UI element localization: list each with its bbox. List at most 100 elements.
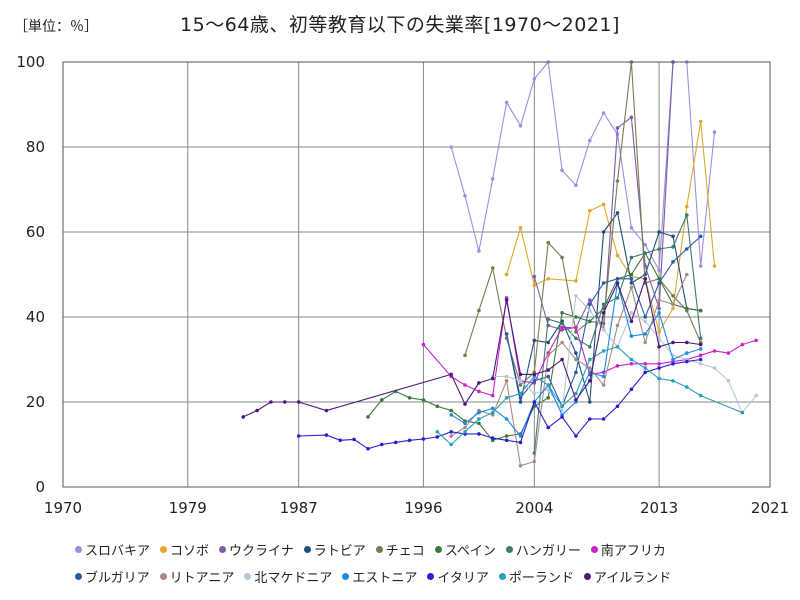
data-point xyxy=(657,230,661,234)
data-point xyxy=(615,296,620,300)
data-point xyxy=(560,415,564,419)
data-point xyxy=(532,372,537,377)
data-point xyxy=(685,213,689,217)
series-12 xyxy=(296,357,703,451)
data-point xyxy=(601,202,606,207)
series-2 xyxy=(532,60,675,332)
data-point xyxy=(490,406,495,411)
data-point xyxy=(477,381,481,385)
legend-item: ポーランド xyxy=(498,567,574,586)
legend-marker xyxy=(219,546,227,553)
data-point xyxy=(601,311,606,315)
data-point xyxy=(601,302,606,307)
legend-marker xyxy=(434,546,442,553)
series-line xyxy=(242,276,701,418)
plot-frame xyxy=(62,61,771,488)
legend-item: コソボ xyxy=(160,540,209,559)
legend-item: ブルガリア xyxy=(75,567,150,586)
data-point xyxy=(601,417,606,421)
legend-item: ハンガリー xyxy=(505,540,581,559)
data-point xyxy=(255,408,259,413)
data-point xyxy=(685,204,689,209)
data-point xyxy=(463,194,467,198)
data-point xyxy=(532,379,537,383)
data-point xyxy=(518,396,523,400)
data-point xyxy=(629,272,634,277)
data-point xyxy=(560,255,564,260)
y-tick-label: 0 xyxy=(35,478,45,496)
data-point xyxy=(560,321,564,326)
data-point xyxy=(518,372,523,377)
data-point xyxy=(490,410,495,415)
line-chart: 1970 1979 1987 1996 2004 2013 2021 0 20 40 60 80 100 xyxy=(16,53,789,517)
x-tick-label: 2004 xyxy=(515,499,553,517)
data-point xyxy=(671,306,675,311)
x-tick-label: 2021 xyxy=(751,499,789,517)
data-point xyxy=(477,410,481,415)
legend-marker xyxy=(342,573,350,580)
data-point xyxy=(518,464,523,468)
data-point xyxy=(601,111,606,115)
legend-marker xyxy=(244,573,252,580)
data-point xyxy=(754,393,758,398)
series-line xyxy=(450,60,716,273)
legend-label: アイルランド xyxy=(593,571,672,586)
unit-label: ［単位：％］ xyxy=(14,19,98,35)
legend-marker xyxy=(303,546,311,553)
data-point xyxy=(671,260,675,264)
legend-item: チェコ xyxy=(375,540,425,559)
data-point xyxy=(560,168,564,173)
data-point xyxy=(671,245,675,249)
data-point xyxy=(588,379,592,383)
data-point xyxy=(380,442,384,447)
legend-label: チェコ xyxy=(385,544,425,559)
data-point xyxy=(601,349,606,353)
data-point xyxy=(574,370,578,375)
data-point xyxy=(643,243,647,247)
data-point xyxy=(588,366,592,370)
data-point xyxy=(518,440,523,445)
data-point xyxy=(477,432,481,436)
data-point xyxy=(546,240,550,245)
data-point xyxy=(615,179,620,183)
legend-marker xyxy=(590,546,598,553)
data-point xyxy=(463,421,467,426)
data-point xyxy=(477,421,481,426)
data-point xyxy=(726,351,731,355)
data-point xyxy=(463,430,467,434)
data-point xyxy=(574,336,578,341)
data-point xyxy=(366,447,370,451)
data-point xyxy=(685,247,689,251)
data-point xyxy=(615,281,620,285)
data-point xyxy=(629,255,634,260)
data-point xyxy=(643,315,647,319)
legend-item: イタリア xyxy=(427,567,489,586)
data-point xyxy=(615,211,620,215)
data-point xyxy=(546,353,550,358)
data-point xyxy=(588,417,592,421)
data-point xyxy=(560,357,564,362)
data-point xyxy=(449,145,454,149)
data-point xyxy=(449,434,454,438)
data-point xyxy=(657,277,661,281)
legend-label: ウクライナ xyxy=(229,544,294,559)
data-point xyxy=(629,319,634,324)
legend-marker xyxy=(498,573,506,580)
data-point xyxy=(601,374,606,379)
data-point xyxy=(698,393,703,398)
series-lines xyxy=(241,60,758,468)
data-point xyxy=(643,319,647,324)
data-point xyxy=(546,317,550,321)
data-point xyxy=(588,319,592,324)
data-point xyxy=(698,362,703,366)
data-point xyxy=(643,362,647,366)
data-point xyxy=(712,130,717,134)
data-point xyxy=(588,298,592,302)
data-point xyxy=(685,340,689,345)
series-6 xyxy=(532,212,703,455)
legend-label: ラトビア xyxy=(313,544,366,559)
data-point xyxy=(546,383,550,387)
data-point xyxy=(504,332,509,336)
data-point xyxy=(629,311,634,315)
data-point xyxy=(588,370,592,375)
